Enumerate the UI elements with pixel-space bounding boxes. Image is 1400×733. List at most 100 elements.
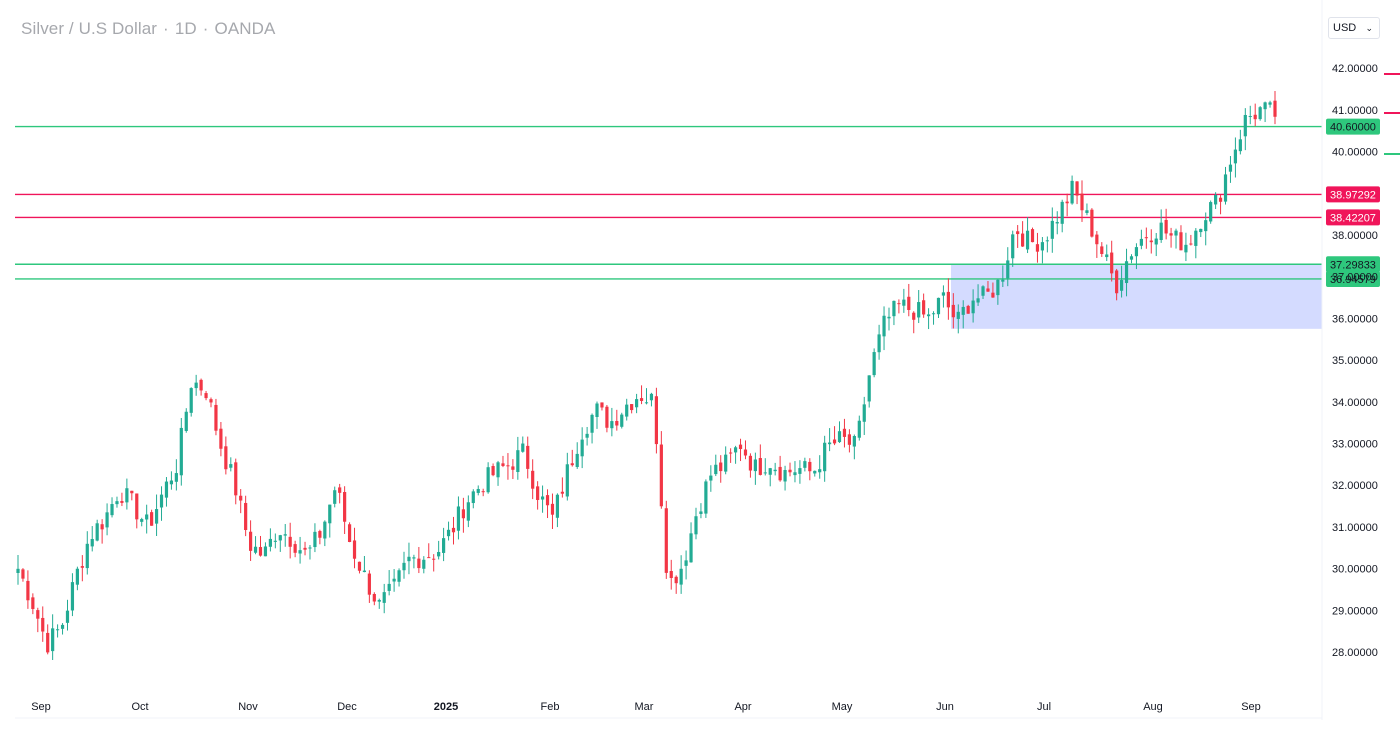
candle bbox=[679, 555, 683, 594]
candle bbox=[931, 311, 936, 325]
candle bbox=[263, 542, 268, 557]
candle bbox=[1223, 166, 1228, 205]
candle bbox=[729, 448, 733, 463]
candle bbox=[966, 304, 970, 314]
price-label-box bbox=[1326, 186, 1380, 203]
candle bbox=[575, 442, 579, 469]
candle bbox=[1209, 200, 1213, 224]
candle bbox=[1065, 193, 1069, 217]
candle bbox=[209, 397, 213, 408]
candle bbox=[560, 477, 564, 498]
candle bbox=[526, 436, 530, 479]
candle bbox=[882, 306, 886, 351]
candle bbox=[85, 531, 89, 575]
candle bbox=[387, 570, 391, 596]
candle bbox=[397, 568, 401, 587]
candle bbox=[808, 458, 812, 481]
candle bbox=[550, 493, 555, 529]
candle bbox=[872, 348, 876, 378]
y-tick-label: 38.00000 bbox=[1332, 230, 1378, 242]
candle bbox=[941, 285, 946, 308]
candle bbox=[1204, 212, 1208, 246]
candle bbox=[288, 522, 292, 559]
candle bbox=[194, 374, 198, 396]
y-tick-label: 30.00000 bbox=[1332, 564, 1378, 576]
chart-title: Silver / U.S Dollar · 1D · OANDA bbox=[21, 19, 275, 39]
candle bbox=[1129, 254, 1134, 264]
candle bbox=[669, 559, 673, 590]
candle bbox=[382, 583, 386, 614]
candle bbox=[26, 570, 30, 609]
candle bbox=[506, 453, 510, 480]
candles-layer bbox=[16, 91, 1277, 660]
candle bbox=[694, 507, 698, 540]
candle bbox=[516, 436, 520, 480]
candle bbox=[1085, 203, 1089, 216]
candle bbox=[917, 290, 921, 324]
candle bbox=[491, 463, 495, 477]
candle bbox=[1060, 199, 1064, 233]
candle bbox=[214, 398, 218, 436]
candle bbox=[778, 455, 782, 482]
horizontal-level[interactable]: 37.29833 bbox=[15, 256, 1380, 273]
candle bbox=[1179, 225, 1183, 251]
x-tick-label: 2025 bbox=[434, 701, 458, 713]
candle bbox=[159, 486, 164, 521]
x-tick-label: Aug bbox=[1143, 701, 1163, 713]
x-tick-label: Mar bbox=[635, 701, 654, 713]
candle bbox=[41, 606, 45, 642]
candle bbox=[1001, 265, 1005, 288]
price-label-box bbox=[1326, 118, 1380, 135]
candle bbox=[481, 488, 485, 497]
horizontal-level[interactable]: 38.42207 bbox=[15, 209, 1380, 226]
horizontal-level[interactable]: 36.94579 bbox=[15, 270, 1380, 287]
candle bbox=[51, 614, 55, 660]
candle bbox=[946, 278, 950, 320]
candle bbox=[179, 417, 183, 486]
y-tick-label: 28.00000 bbox=[1332, 647, 1378, 659]
candle bbox=[150, 509, 154, 526]
x-tick-label: Sep bbox=[1241, 701, 1261, 713]
candle bbox=[367, 570, 371, 603]
price-label-box bbox=[1326, 209, 1380, 226]
time-axis[interactable]: Sep Oct Nov Dec 2025 Feb Mar Apr May Jun Jul Aug Sep bbox=[15, 701, 1322, 719]
y-tick-label: 42.00000 bbox=[1332, 63, 1378, 75]
horizontal-level[interactable]: 40.60000 bbox=[15, 118, 1380, 135]
candle bbox=[704, 479, 708, 518]
candle bbox=[1119, 265, 1124, 298]
candle bbox=[75, 566, 79, 591]
candle bbox=[174, 459, 178, 491]
candle bbox=[476, 485, 480, 496]
price-label: 37.29833 bbox=[1330, 259, 1376, 271]
candle bbox=[1253, 103, 1257, 127]
candle bbox=[585, 426, 589, 446]
candle bbox=[278, 534, 282, 552]
candle bbox=[768, 467, 772, 487]
x-tick-label: Feb bbox=[541, 701, 560, 713]
candle bbox=[595, 401, 599, 429]
candle bbox=[1258, 106, 1262, 121]
price-axis[interactable]: 28.00000 29.00000 30.00000 31.00000 32.00000… bbox=[1321, 0, 1378, 720]
currency-select[interactable]: USD ⌄ bbox=[1328, 17, 1380, 39]
horizontal-levels-layer[interactable]: 40.60000 38.97292 38.42207 37.29833 36.94579 bbox=[15, 73, 1400, 287]
candle bbox=[204, 390, 208, 401]
candle bbox=[1134, 243, 1139, 270]
candle bbox=[625, 398, 629, 421]
horizontal-level[interactable]: 38.97292 bbox=[15, 186, 1380, 203]
candle bbox=[1124, 248, 1129, 297]
interval-label[interactable]: 1D bbox=[174, 19, 197, 38]
candle bbox=[521, 436, 525, 453]
candle bbox=[352, 527, 357, 569]
candle bbox=[699, 503, 703, 519]
candle bbox=[847, 429, 852, 453]
candle bbox=[298, 536, 302, 564]
y-tick-label: 37.00000 bbox=[1332, 272, 1378, 284]
candle bbox=[100, 519, 104, 544]
candle bbox=[659, 431, 663, 509]
candle bbox=[1154, 232, 1158, 257]
candle bbox=[540, 485, 545, 513]
candle bbox=[293, 540, 297, 558]
candle bbox=[199, 378, 203, 396]
candle bbox=[590, 413, 594, 444]
